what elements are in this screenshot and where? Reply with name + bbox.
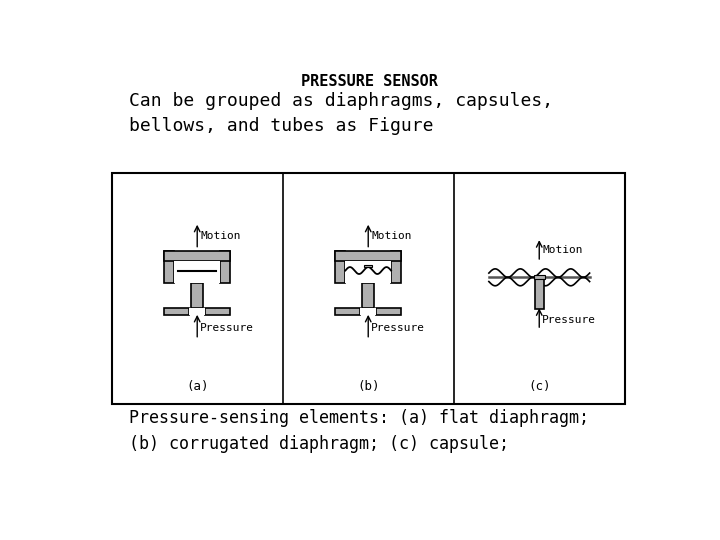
Bar bbox=[189, 308, 205, 315]
Bar bbox=[191, 284, 204, 308]
Text: Can be grouped as diaphragms, capsules,
bellows, and tubes as Figure: Can be grouped as diaphragms, capsules, … bbox=[129, 92, 553, 135]
Bar bbox=[336, 251, 346, 284]
Bar bbox=[364, 265, 372, 267]
Bar bbox=[360, 308, 377, 315]
Bar bbox=[205, 308, 230, 315]
Text: Motion: Motion bbox=[200, 231, 240, 241]
Text: Pressure-sensing elements: (a) flat diaphragm;
(b) corrugated diaphragm; (c) cap: Pressure-sensing elements: (a) flat diap… bbox=[129, 409, 589, 454]
Text: Pressure: Pressure bbox=[542, 315, 596, 325]
Text: Motion: Motion bbox=[372, 231, 412, 241]
Text: Pressure: Pressure bbox=[200, 323, 254, 333]
Bar bbox=[534, 279, 544, 308]
Bar bbox=[164, 251, 174, 284]
Bar bbox=[164, 308, 189, 315]
Bar bbox=[377, 308, 401, 315]
Text: (b): (b) bbox=[357, 380, 379, 393]
Bar bbox=[362, 284, 374, 308]
Text: Pressure: Pressure bbox=[372, 323, 426, 333]
Bar bbox=[174, 261, 220, 284]
Bar bbox=[391, 251, 401, 284]
Bar bbox=[164, 251, 230, 261]
Bar bbox=[346, 261, 391, 284]
Bar bbox=[112, 173, 625, 403]
Text: (c): (c) bbox=[528, 380, 551, 393]
Bar bbox=[220, 251, 230, 284]
Text: PRESSURE SENSOR: PRESSURE SENSOR bbox=[300, 74, 438, 89]
Bar bbox=[336, 251, 401, 261]
Text: Motion: Motion bbox=[542, 245, 583, 254]
Bar bbox=[336, 308, 360, 315]
Text: (a): (a) bbox=[186, 380, 209, 393]
Bar bbox=[534, 275, 544, 279]
